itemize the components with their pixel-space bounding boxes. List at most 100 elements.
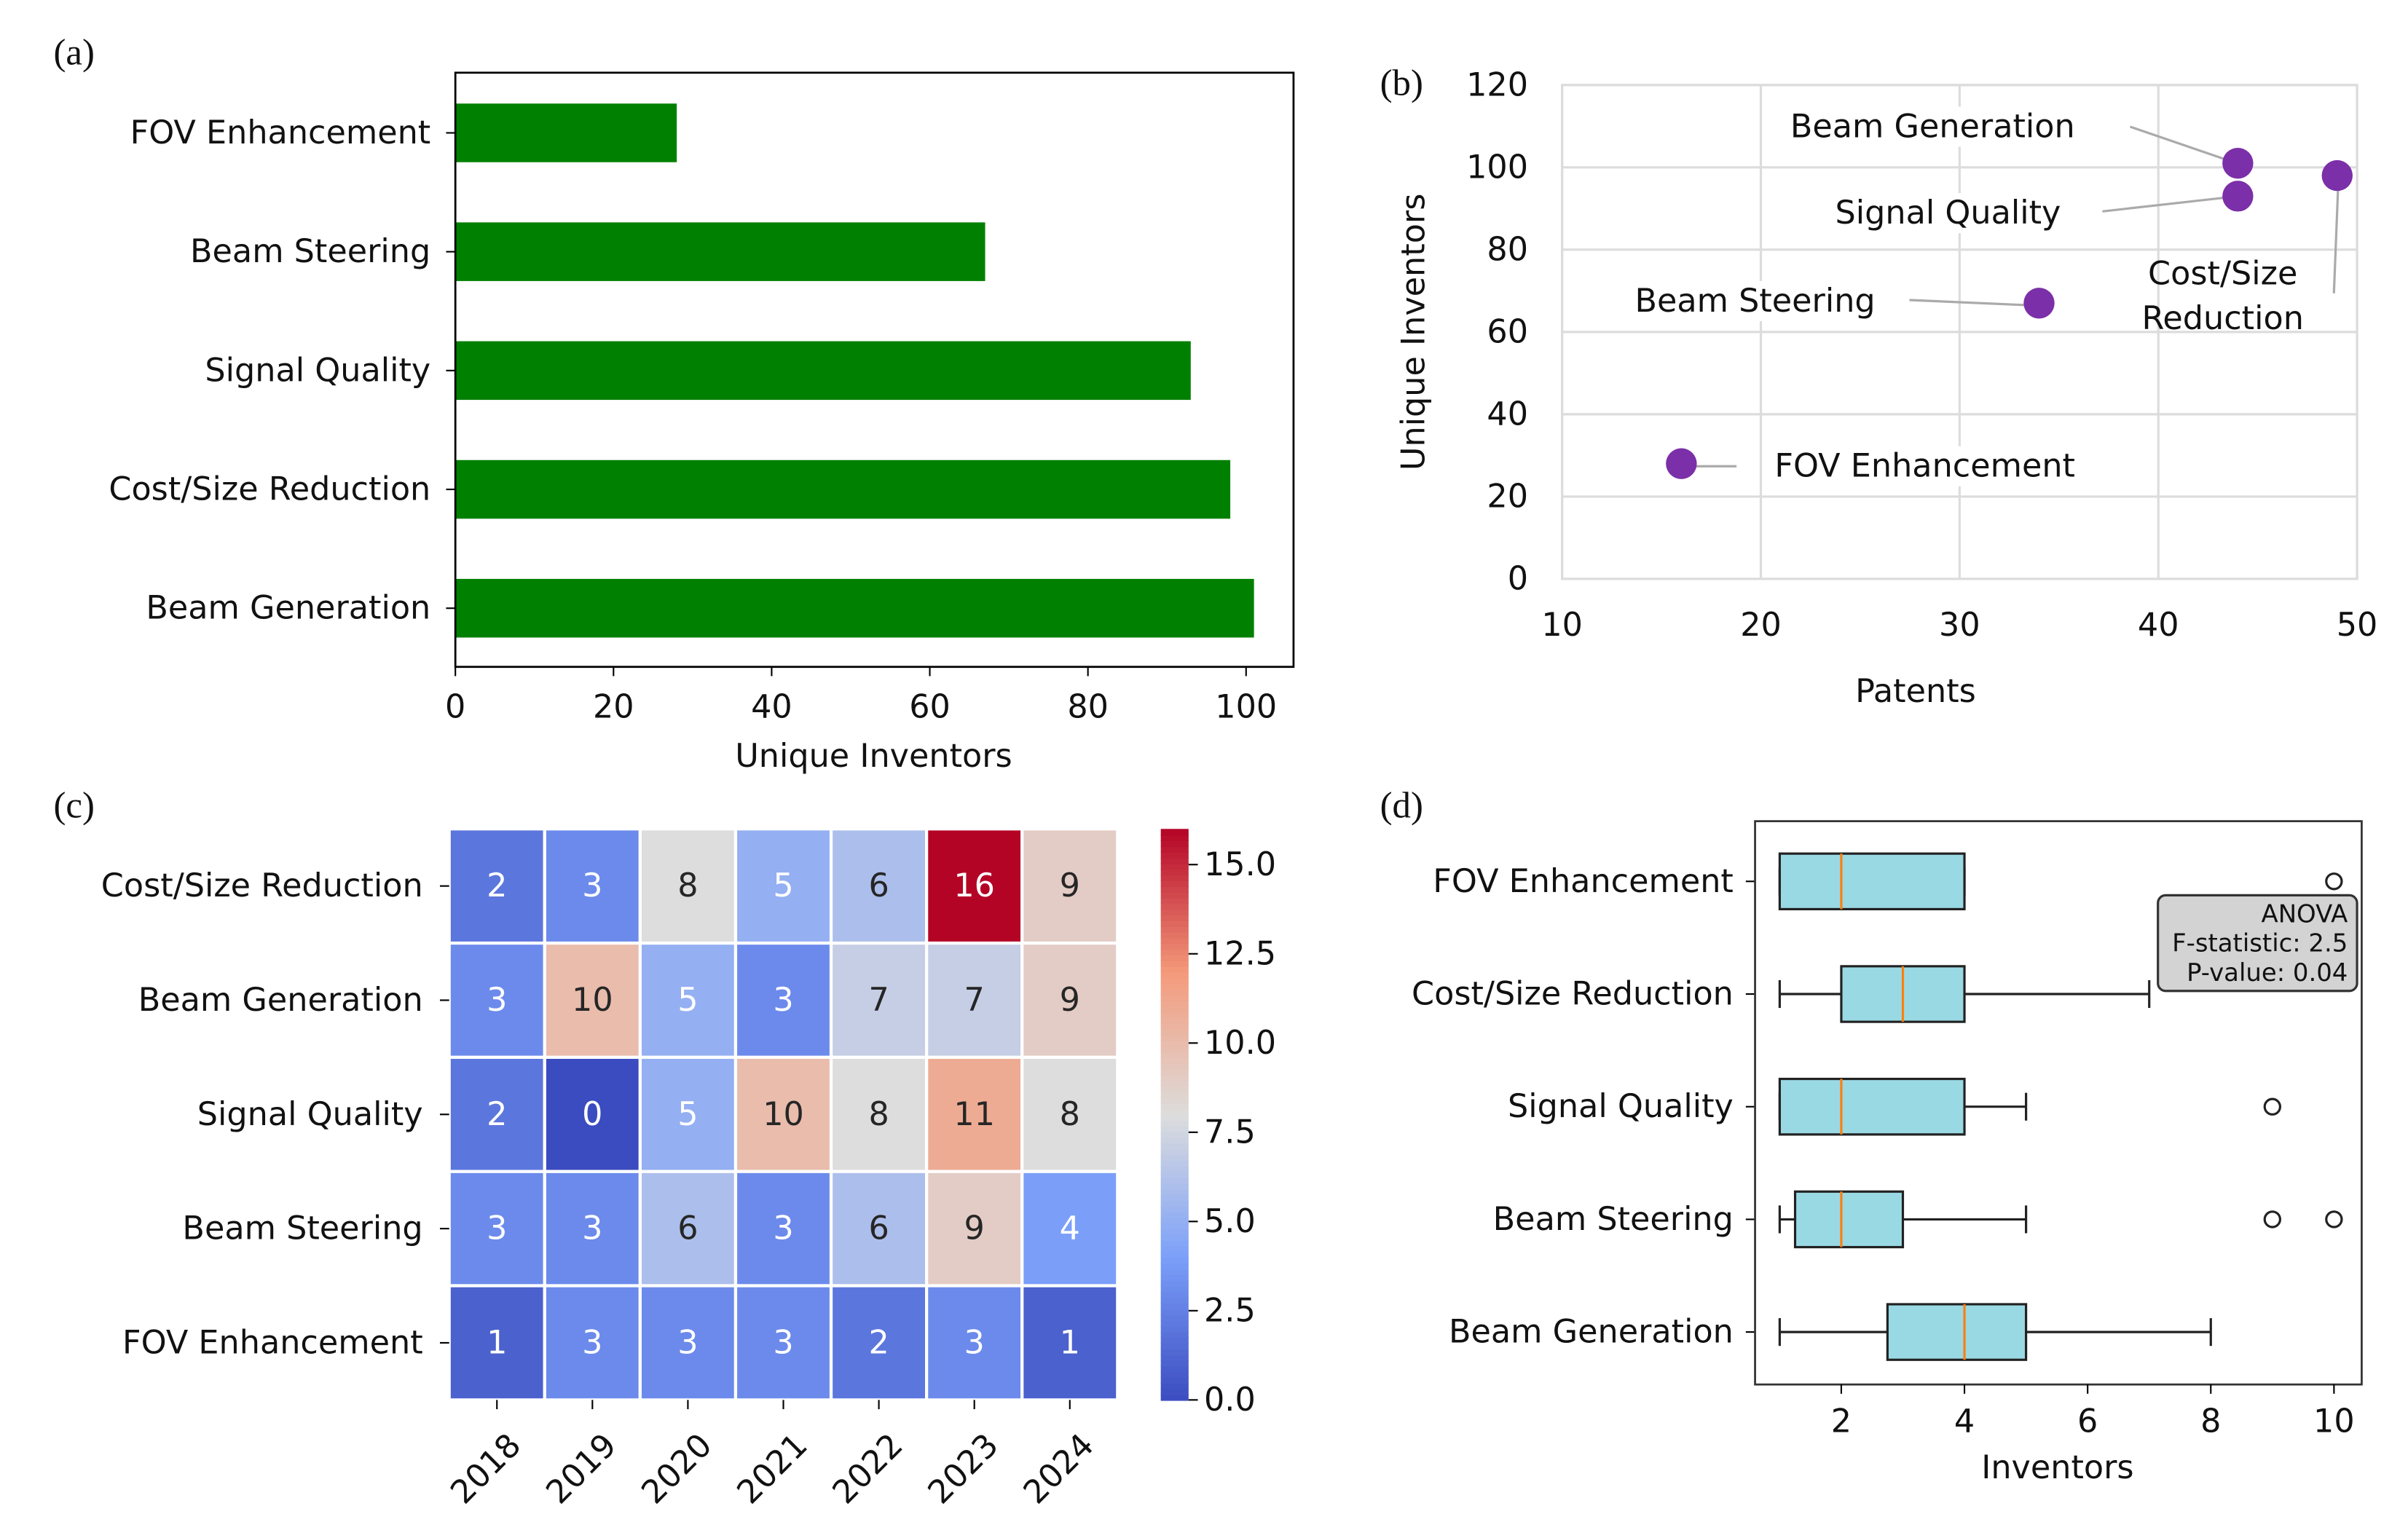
cell-value: 3 — [773, 1210, 793, 1247]
scatter-point — [2222, 147, 2254, 179]
label-bg — [1778, 106, 2088, 147]
y-tick-label: 20 — [1487, 478, 1528, 515]
x-tick-label: 2019 — [539, 1427, 623, 1511]
heatmap-cell — [1020, 941, 1120, 1060]
annotation-line: F-statistic: 2.5 — [2172, 929, 2348, 958]
heatmap-cell — [829, 1055, 929, 1173]
cell-value: 7 — [868, 982, 889, 1019]
cell-value: 3 — [582, 867, 602, 904]
y-tick-label: Cost/Size Reduction — [1412, 976, 1734, 1013]
heatmap-cell — [829, 1170, 929, 1288]
heatmap-cell — [925, 1055, 1024, 1173]
colorbar-segment — [1160, 1148, 1189, 1156]
colorbar-segment — [1160, 1006, 1189, 1013]
heatmap-cell — [447, 941, 546, 1060]
x-tick-label: 0 — [445, 688, 465, 725]
y-tick-label: Cost/Size Reduction — [109, 471, 430, 508]
heatmap-cell — [733, 1284, 833, 1402]
colorbar-segment — [1160, 1245, 1189, 1253]
colorbar-segment — [1160, 943, 1189, 950]
cell-value: 3 — [582, 1324, 602, 1361]
colorbar-segment — [1160, 1274, 1189, 1281]
colorbar-tick-label: 15.0 — [1204, 846, 1276, 883]
annotation-leader — [2332, 176, 2340, 293]
colorbar-segment — [1160, 1143, 1189, 1150]
panel-label: (a) — [53, 32, 94, 73]
cell-value: 9 — [964, 1210, 985, 1247]
cell-value: 11 — [953, 1096, 995, 1133]
colorbar-segment — [1160, 880, 1189, 887]
annotation-line: ANOVA — [2262, 899, 2348, 928]
cell-value: 1 — [487, 1324, 507, 1361]
colorbar-segment — [1160, 977, 1189, 985]
colorbar-segment — [1160, 1108, 1189, 1116]
colorbar-segment — [1160, 1183, 1189, 1190]
label-bg — [1600, 280, 1910, 322]
colorbar-segment — [1160, 1062, 1189, 1070]
x-tick-label: 10 — [2313, 1403, 2355, 1440]
heatmap-cell — [543, 827, 642, 945]
colorbar-segment — [1160, 1091, 1189, 1099]
x-tick-label: 6 — [2077, 1403, 2098, 1440]
colorbar-segment — [1160, 1046, 1189, 1053]
x-tick-label: 2023 — [921, 1427, 1006, 1511]
colorbar-segment — [1160, 903, 1189, 910]
colorbar-segment — [1160, 1388, 1189, 1395]
panel-label: (d) — [1380, 785, 1423, 826]
colorbar-segment — [1160, 1103, 1189, 1110]
cell-value: 2 — [487, 1096, 507, 1133]
point-label: Beam Steering — [1634, 283, 1875, 320]
x-tick-label: 2018 — [444, 1427, 528, 1511]
colorbar-segment — [1160, 1125, 1189, 1133]
annotation-line: P-value: 0.04 — [2187, 958, 2348, 987]
heatmap-cell — [638, 941, 738, 1060]
x-tick-label: 40 — [2138, 607, 2179, 644]
colorbar-segment — [1160, 1028, 1189, 1036]
heatmap-cell — [638, 827, 738, 945]
y-tick-label: 60 — [1487, 313, 1528, 350]
colorbar-segment — [1160, 914, 1189, 921]
annotation-leader — [1898, 298, 2041, 307]
cell-value: 6 — [868, 867, 889, 904]
y-tick-label: Cost/Size Reduction — [101, 867, 423, 904]
x-tick-label: 20 — [593, 688, 634, 725]
bar — [455, 460, 1231, 519]
colorbar-segment — [1160, 1086, 1189, 1093]
colorbar-segment — [1160, 1285, 1189, 1293]
cell-value: 1 — [1060, 1324, 1080, 1361]
colorbar-segment — [1160, 1229, 1189, 1236]
x-tick-label: 2022 — [826, 1427, 910, 1511]
x-tick-label: 2024 — [1017, 1427, 1101, 1511]
annotation-leader — [2130, 125, 2239, 165]
panel-label: (c) — [53, 785, 94, 826]
bar — [455, 578, 1254, 638]
colorbar-segment — [1160, 1057, 1189, 1065]
x-tick-label: 2021 — [730, 1427, 814, 1511]
colorbar-segment — [1160, 1337, 1189, 1344]
panel-d-box-plot: FOV Enhancement Cost/Size Reduction Signal… — [1412, 820, 2363, 1486]
heatmap-cell — [1020, 1284, 1120, 1402]
colorbar-segment — [1160, 1131, 1189, 1138]
x-tick-label: 80 — [1067, 688, 1109, 725]
colorbar-segment — [1160, 1279, 1189, 1287]
x-axis-label: Inventors — [1981, 1449, 2133, 1486]
colorbar-segment — [1160, 1234, 1189, 1242]
bar — [455, 341, 1191, 401]
colorbar-segment — [1160, 1165, 1189, 1172]
y-tick-label: FOV Enhancement — [122, 1324, 423, 1361]
heatmap-cell — [543, 1284, 642, 1402]
cell-value: 3 — [773, 982, 793, 1019]
x-tick-label: 4 — [1954, 1403, 1975, 1440]
colorbar-segment — [1160, 1257, 1189, 1264]
colorbar-segment — [1160, 1188, 1189, 1196]
colorbar-segment — [1160, 1223, 1189, 1230]
colorbar-segment — [1160, 1080, 1189, 1087]
colorbar-segment — [1160, 926, 1189, 933]
cell-value: 2 — [868, 1324, 889, 1361]
point-label: Signal Quality — [1835, 194, 2061, 232]
cell-value: 8 — [868, 1096, 889, 1133]
colorbar-segment — [1160, 869, 1189, 876]
outlier-point — [2263, 1210, 2282, 1229]
colorbar-segment — [1160, 971, 1189, 979]
